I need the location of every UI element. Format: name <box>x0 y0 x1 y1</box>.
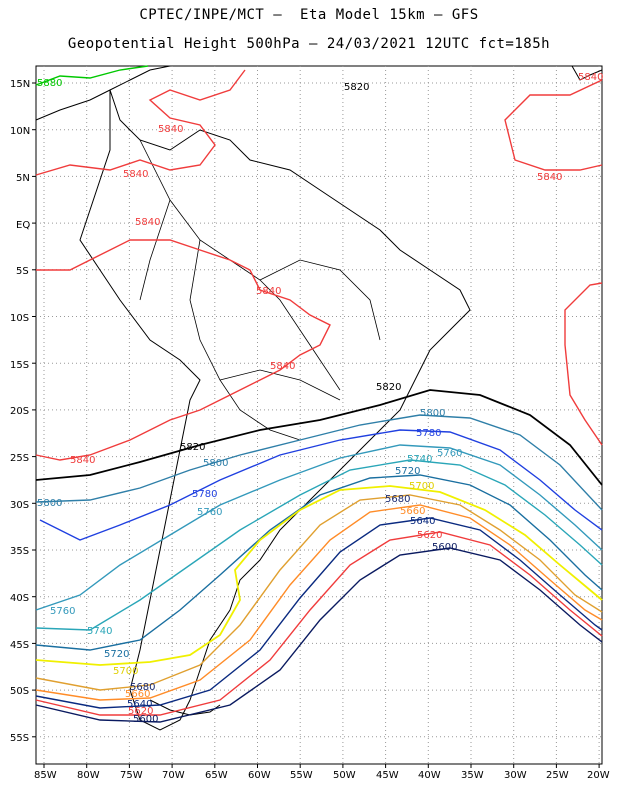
label-5660-a: 5660 <box>400 506 425 517</box>
label-5840-a: 5840 <box>158 124 183 135</box>
label-5800-a: 5800 <box>420 408 445 419</box>
lon-label: 85W <box>34 770 57 781</box>
label-5780-a: 5780 <box>416 428 441 439</box>
contour-5840-mid <box>35 239 331 461</box>
contour-5840-east <box>504 79 603 171</box>
label-5720-a: 5720 <box>395 466 420 477</box>
lon-label: 75W <box>120 770 143 781</box>
lat-label: 15S <box>10 360 29 371</box>
contour-5640 <box>35 517 603 709</box>
lat-label: 10N <box>10 126 30 137</box>
lat-label: 20S <box>10 406 29 417</box>
contour-5820 <box>35 389 603 486</box>
lat-label: 5S <box>16 266 29 277</box>
contour-5880 <box>35 65 149 86</box>
contour-labels: 5880 5840 5840 5840 5840 5840 5840 5840 … <box>37 72 603 725</box>
label-5820-c: 5820 <box>180 442 205 453</box>
lon-label: 40W <box>418 770 441 781</box>
label-5600-a: 5600 <box>432 542 457 553</box>
label-5720-b: 5720 <box>104 649 129 660</box>
contour-5720 <box>35 474 603 651</box>
lat-label: 45S <box>10 640 29 651</box>
lon-label: 65W <box>205 770 228 781</box>
label-5800-b: 5800 <box>203 458 228 469</box>
contour-5780 <box>39 429 603 541</box>
label-5840-g: 5840 <box>537 172 562 183</box>
lat-label: 10S <box>10 313 29 324</box>
contour-5800 <box>35 414 603 511</box>
contour-5840-se <box>564 282 603 446</box>
lat-label: 25S <box>10 453 29 464</box>
lon-labels: 85W 80W 75W 70W 65W 60W 55W 50W 45W 40W … <box>34 770 610 781</box>
label-5840-c: 5840 <box>135 217 160 228</box>
label-5600-b: 5600 <box>133 714 158 725</box>
lon-label: 70W <box>162 770 185 781</box>
lat-label: EQ <box>16 220 30 231</box>
contour-5620 <box>35 531 603 716</box>
label-5840-e: 5840 <box>270 361 295 372</box>
contour-5680 <box>35 494 603 691</box>
label-5700-a: 5700 <box>409 481 434 492</box>
label-5880: 5880 <box>37 78 62 89</box>
grid-lines <box>36 66 602 764</box>
contour-5760 <box>35 444 603 611</box>
label-5680-a: 5680 <box>385 494 410 505</box>
contours <box>35 65 603 723</box>
map-title-line1: CPTEC/INPE/MCT – Eta Model 15km – GFS <box>139 7 479 23</box>
label-5620-a: 5620 <box>417 530 442 541</box>
label-5820-b: 5820 <box>376 382 401 393</box>
label-5740-b: 5740 <box>87 626 112 637</box>
lon-label: 45W <box>376 770 399 781</box>
label-5680-b: 5680 <box>130 682 155 693</box>
lat-label: 35S <box>10 546 29 557</box>
lat-labels: 15N 10N 5N EQ 5S 10S 15S 20S 25S 30S 35S… <box>10 79 30 744</box>
map-title-line2: Geopotential Height 500hPa – 24/03/2021 … <box>67 36 551 52</box>
lat-label: 5N <box>16 173 30 184</box>
lon-label: 35W <box>461 770 484 781</box>
label-5640-b: 5640 <box>127 699 152 710</box>
label-5840-b: 5840 <box>123 169 148 180</box>
map-frame <box>35 65 603 765</box>
contour-5600 <box>35 547 603 723</box>
lat-label: 30S <box>10 500 29 511</box>
lat-label: 55S <box>10 733 29 744</box>
lon-label: 20W <box>587 770 610 781</box>
lat-label: 15N <box>10 79 30 90</box>
lat-label: 50S <box>10 686 29 697</box>
lon-label: 60W <box>248 770 271 781</box>
axis-ticks <box>32 82 600 768</box>
coastlines <box>35 65 603 731</box>
contour-5700 <box>35 485 603 666</box>
contour-5660 <box>35 504 603 701</box>
contour-5740 <box>35 459 603 631</box>
label-5780-b: 5780 <box>192 489 217 500</box>
label-5660-b: 5660 <box>125 689 150 700</box>
lon-label: 80W <box>77 770 100 781</box>
label-5760-b: 5760 <box>197 507 222 518</box>
country-borders <box>139 139 381 441</box>
label-5800-c: 5800 <box>37 498 62 509</box>
label-5700-b: 5700 <box>113 666 138 677</box>
label-5760-c: 5760 <box>50 606 75 617</box>
label-5840-h: 5840 <box>578 72 603 83</box>
label-5760-a: 5760 <box>437 448 462 459</box>
label-5740-a: 5740 <box>407 454 432 465</box>
lat-label: 40S <box>10 593 29 604</box>
lon-label: 50W <box>333 770 356 781</box>
lon-label: 25W <box>546 770 569 781</box>
lon-label: 55W <box>290 770 313 781</box>
label-5640-a: 5640 <box>410 516 435 527</box>
label-5840-d: 5840 <box>256 286 281 297</box>
label-5820-a: 5820 <box>344 82 369 93</box>
lon-label: 30W <box>504 770 527 781</box>
label-5620-b: 5620 <box>128 706 153 717</box>
contour-5840-north <box>35 69 246 176</box>
label-5840-f: 5840 <box>70 455 95 466</box>
